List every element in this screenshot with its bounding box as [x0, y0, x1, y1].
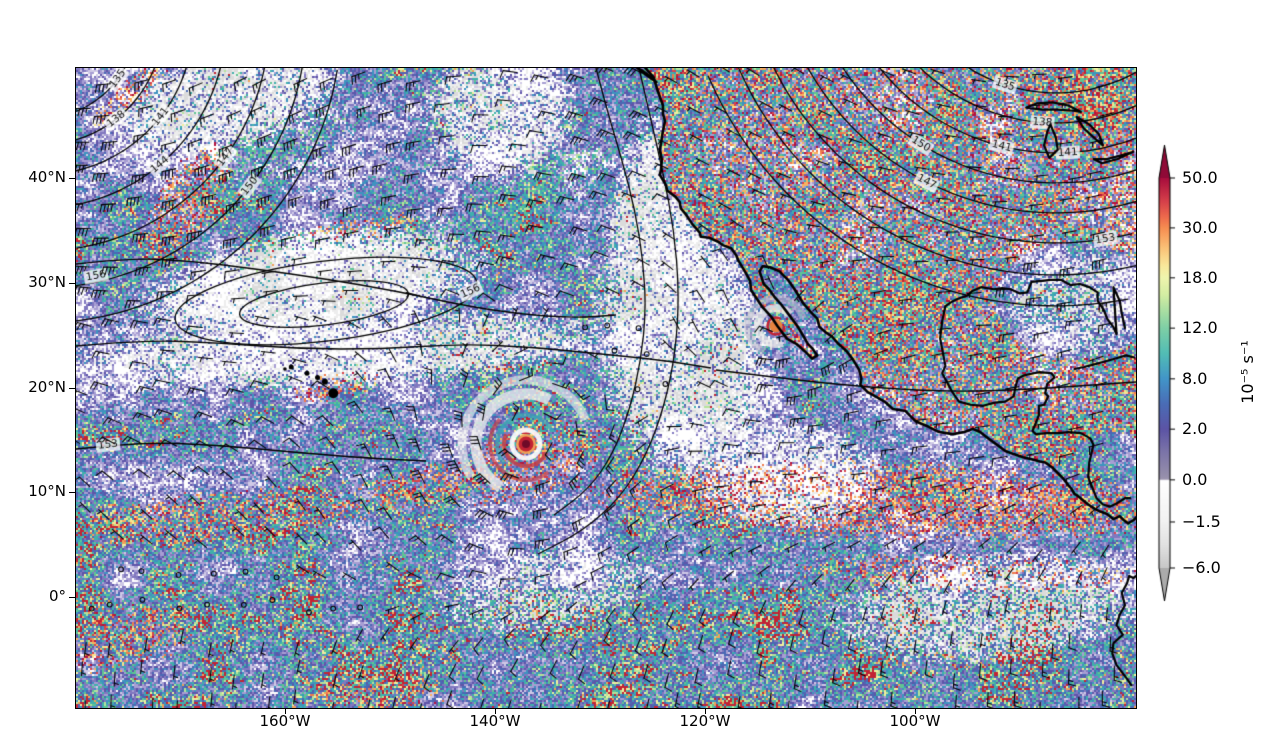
map-axes: [75, 67, 1137, 709]
y-axis-tick: [69, 388, 75, 390]
x-axis-tick: [705, 708, 707, 714]
y-axis-tick: [69, 283, 75, 285]
colorbar-tick-label-12.0: 12.0: [1182, 318, 1218, 338]
colorbar-tick-label-8.0: 8.0: [1182, 368, 1208, 388]
colorbar-canvas: [1150, 130, 1210, 630]
x-axis-tick: [495, 708, 497, 714]
y-tick-label-30°N: 30°N: [28, 273, 66, 291]
colorbar-tick-label-0.0: 0.0: [1182, 469, 1208, 489]
colorbar-tick-label-−6.0: −6.0: [1182, 558, 1221, 577]
x-tick-label-120°W: 120°W: [679, 712, 731, 730]
x-tick-label-140°W: 140°W: [469, 712, 521, 730]
y-axis-tick: [69, 597, 75, 599]
colorbar-tick-label-−1.5: −1.5: [1182, 511, 1221, 531]
vorticity-map-canvas: [76, 68, 1136, 708]
x-axis-tick: [915, 708, 917, 714]
y-axis-tick: [69, 178, 75, 180]
x-axis-tick: [285, 708, 287, 714]
colorbar-tick-label-50.0: 50.0: [1182, 168, 1218, 187]
colorbar-tick-label-30.0: 30.0: [1182, 217, 1218, 237]
x-tick-label-160°W: 160°W: [259, 712, 311, 730]
colorbar-unit-label: 10⁻⁵ s⁻¹: [1238, 340, 1257, 404]
colorbar-tick-label-18.0: 18.0: [1182, 267, 1218, 287]
y-tick-label-20°N: 20°N: [28, 378, 66, 396]
y-tick-label-10°N: 10°N: [28, 482, 66, 500]
x-tick-label-100°W: 100°W: [889, 712, 941, 730]
colorbar-tick-label-2.0: 2.0: [1182, 419, 1208, 439]
y-axis-tick: [69, 492, 75, 494]
y-tick-label-0°: 0°: [48, 587, 66, 605]
y-tick-label-40°N: 40°N: [28, 168, 66, 186]
